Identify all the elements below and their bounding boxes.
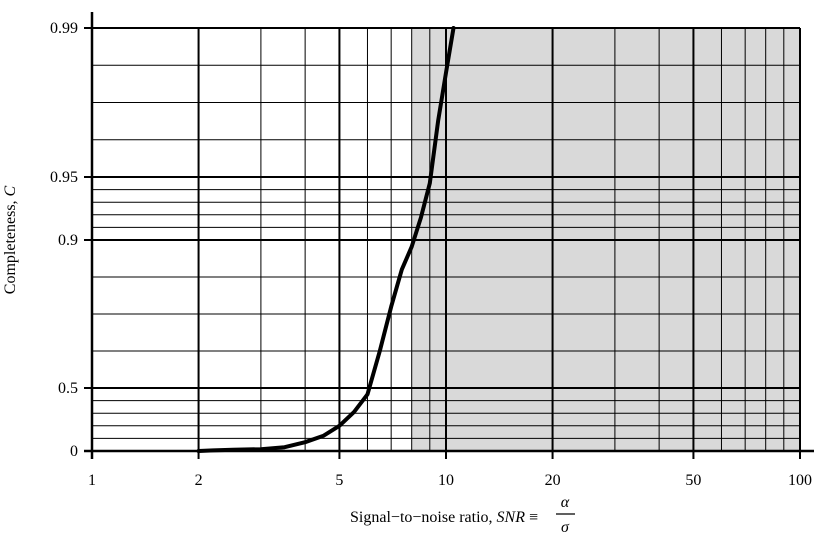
y-tick-label: 0	[70, 443, 78, 460]
y-axis-label-text: Completeness,	[2, 196, 19, 294]
y-tick-label: 0.5	[58, 380, 78, 397]
y-tick-label: 0.9	[58, 232, 78, 249]
x-axis-label-text: Signal−to−noise ratio,	[350, 509, 496, 526]
series-layer	[196, 26, 456, 453]
x-tick-label: 20	[545, 472, 561, 489]
y-tick-label: 0.99	[50, 20, 78, 37]
completeness-curve	[196, 26, 456, 453]
x-axis-label-symbol: SNR	[497, 509, 526, 526]
x-tick-label: 50	[685, 472, 701, 489]
tick-label-layer: 1 2 5 10 20 50 100 0 0.5 0.9 0.95 0.99	[50, 20, 812, 489]
grid-layer	[84, 12, 814, 459]
x-axis-label-numerator: α	[561, 494, 570, 511]
x-axis-label-denominator: σ	[561, 519, 570, 536]
x-tick-label: 5	[335, 472, 343, 489]
x-tick-label: 10	[438, 472, 454, 489]
y-axis-label-symbol: C	[2, 185, 19, 196]
x-axis-label: Signal−to−noise ratio, SNR ≡ α σ	[350, 494, 575, 536]
x-tick-label: 100	[788, 472, 812, 489]
x-tick-label: 2	[195, 472, 203, 489]
x-tick-label: 1	[88, 472, 96, 489]
y-tick-label: 0.95	[50, 169, 78, 186]
x-axis-label-equiv: ≡	[525, 509, 538, 526]
y-axis-label: Completeness, C	[2, 185, 19, 294]
svg-text:Signal−to−noise ratio, SNR ≡: Signal−to−noise ratio, SNR ≡	[350, 509, 538, 526]
